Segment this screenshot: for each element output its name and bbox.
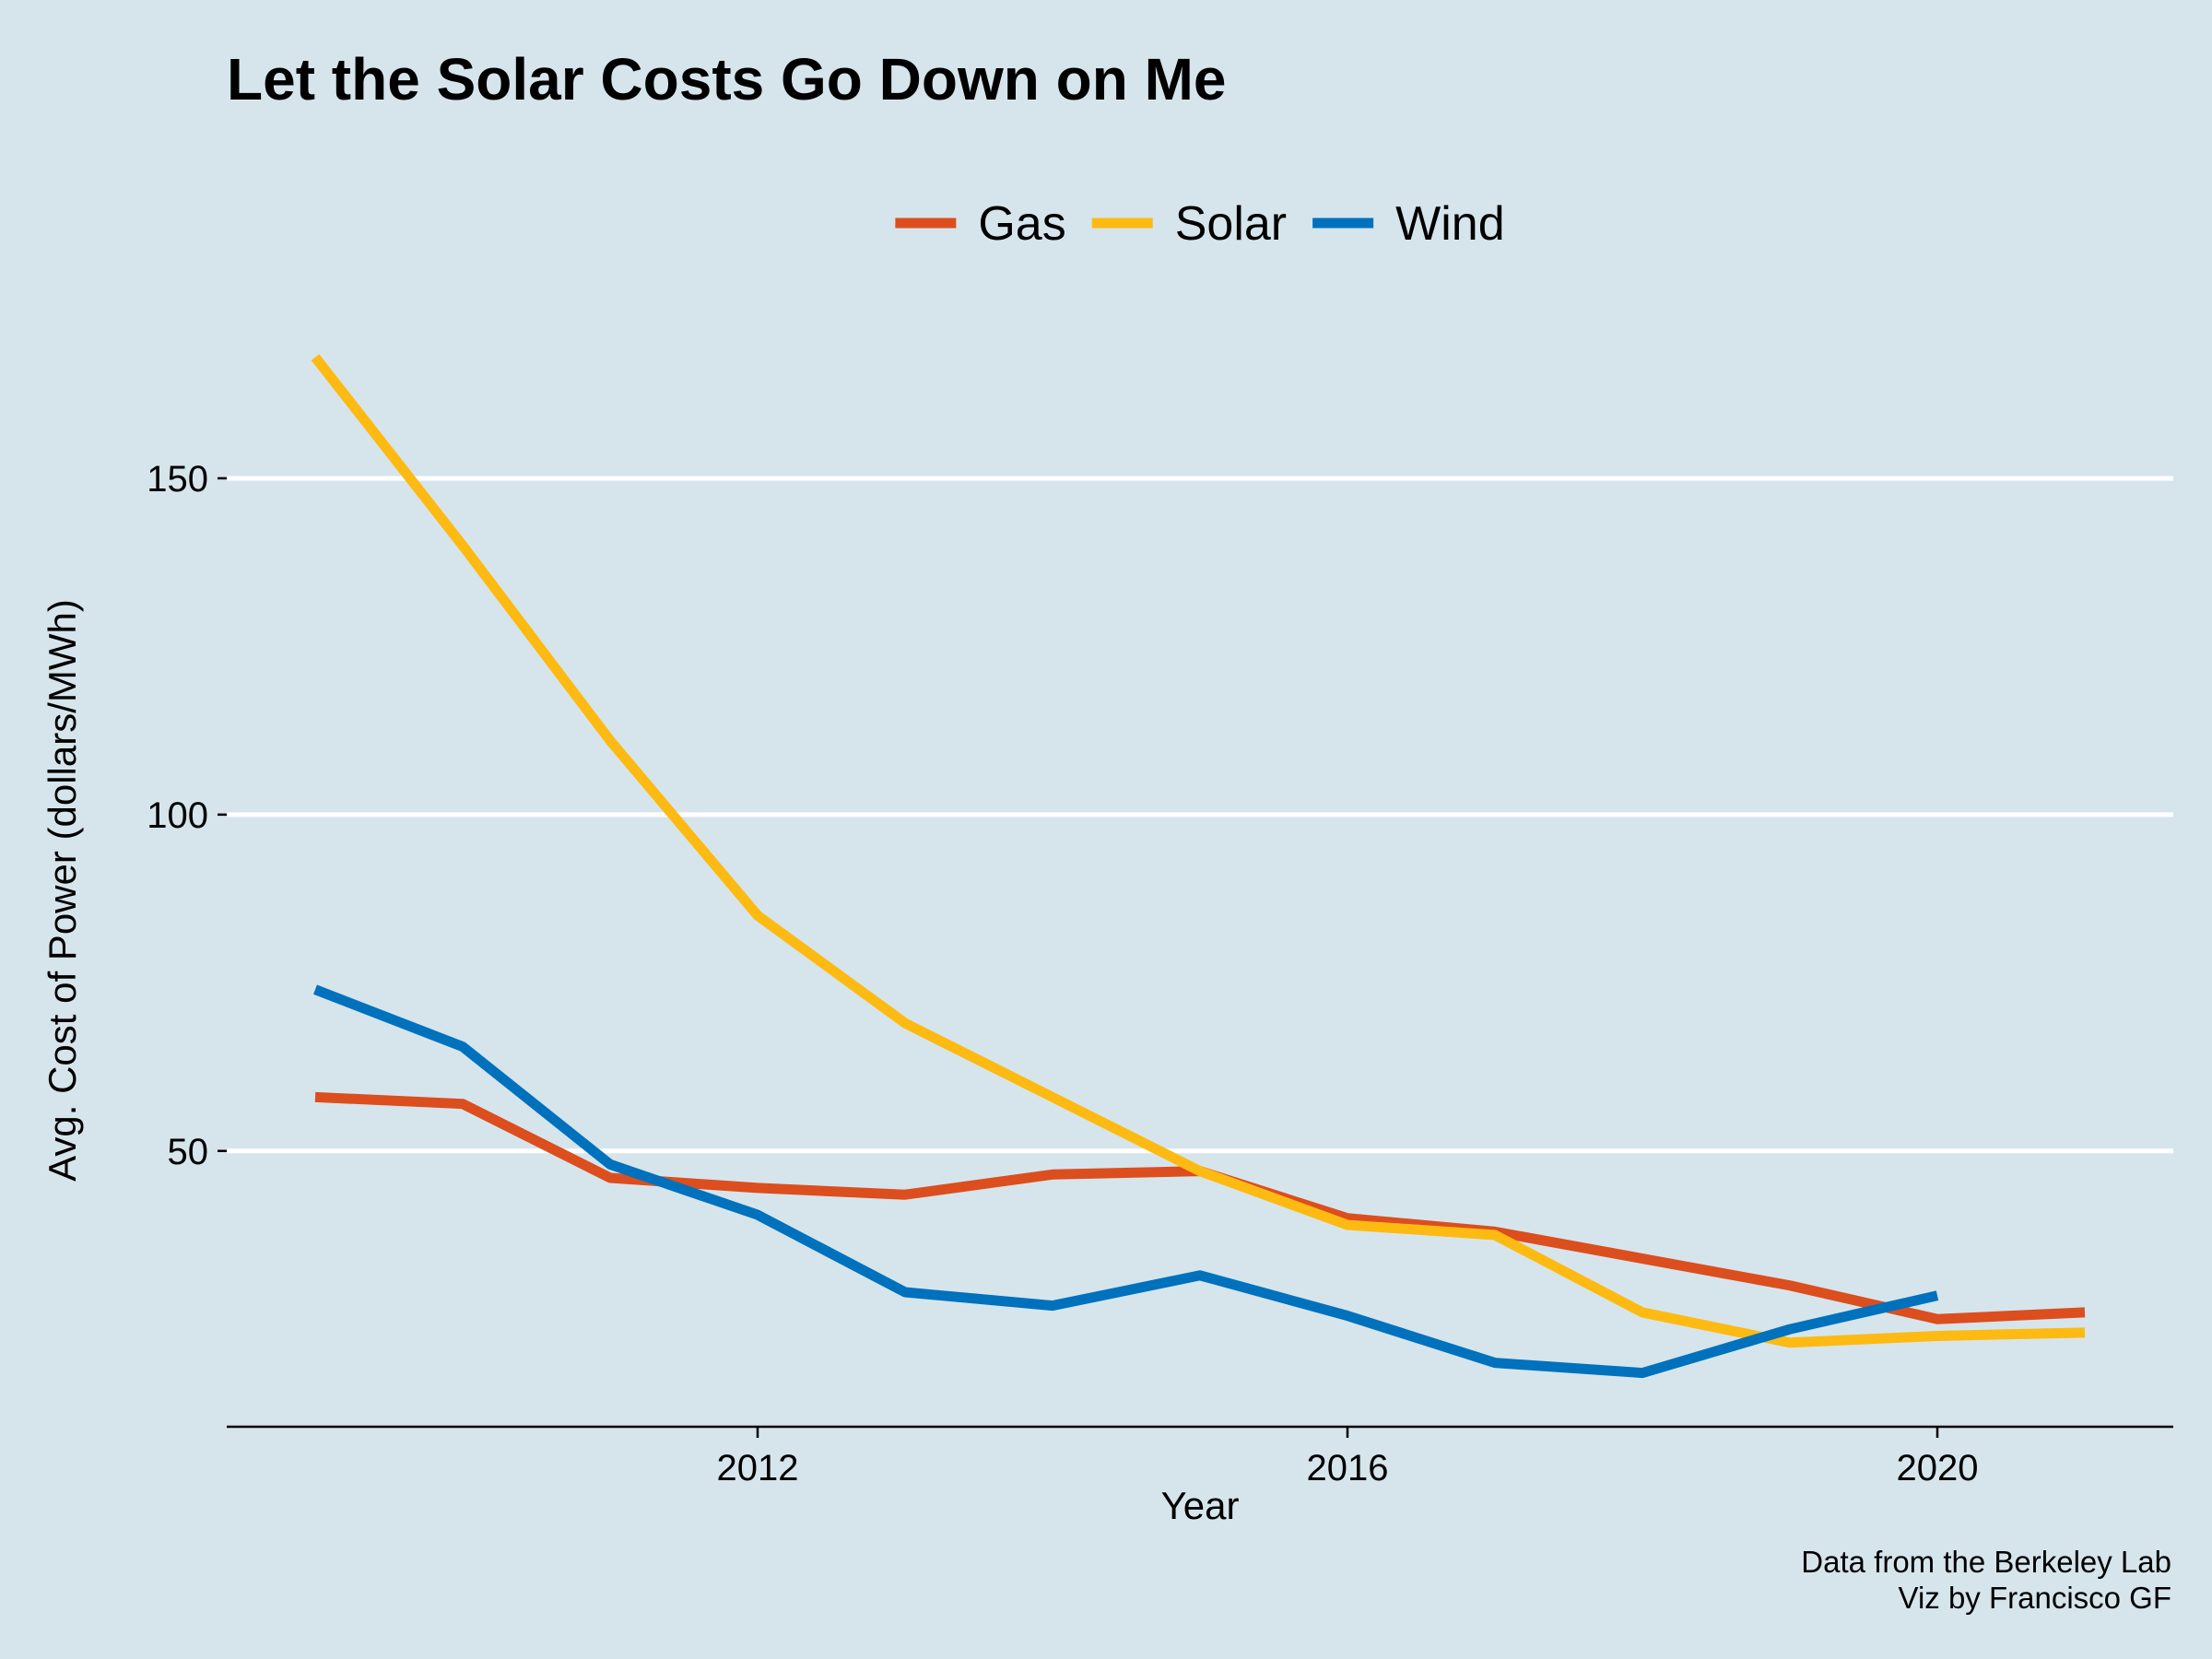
legend-label-solar: Solar [1175,197,1287,251]
x-tick-label-2020: 2020 [1897,1448,1979,1488]
caption-line-2: Viz by Francisco GF [1899,1581,2171,1615]
y-axis: 50 100 150 [147,459,227,1172]
caption-line-1: Data from the Berkeley Lab [1801,1545,2171,1579]
y-axis-title: Avg. Cost of Power (dollars/MWh) [41,599,84,1182]
y-tick-label-150: 150 [147,459,208,500]
legend: Gas Solar Wind [895,197,1505,251]
legend-label-wind: Wind [1395,197,1504,251]
legend-label-gas: Gas [978,197,1065,251]
x-axis: 2012 2016 2020 [227,1425,2173,1488]
x-tick-label-2012: 2012 [717,1448,799,1488]
x-axis-title: Year [1161,1484,1240,1527]
series-line-wind [313,984,1939,1379]
series-line-solar [311,354,2086,1348]
y-tick-label-100: 100 [147,795,208,836]
series-group [311,354,2086,1379]
chart-title: Let the Solar Costs Go Down on Me [227,46,1227,112]
y-tick-label-50: 50 [168,1132,209,1172]
x-tick-label-2016: 2016 [1307,1448,1389,1488]
